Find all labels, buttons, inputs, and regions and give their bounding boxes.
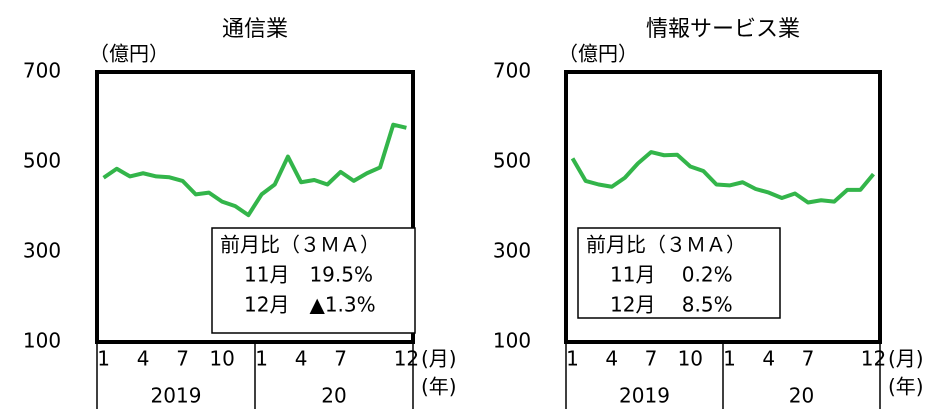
- data-line: [102, 122, 407, 218]
- y-tick-label: 300: [23, 239, 61, 263]
- annotation-text: 12月 8.5%: [610, 293, 733, 317]
- x-unit: (月): [421, 347, 457, 371]
- x-tick-label: 4: [605, 347, 618, 371]
- annotation-text: 12月 ▲1.3%: [244, 293, 376, 317]
- x-tick-label: 4: [295, 347, 308, 371]
- y-tick-label: 700: [493, 59, 531, 83]
- year-label: 20: [789, 384, 814, 408]
- y-axis-label: （億円）: [89, 42, 169, 66]
- annotation-text: 前月比（３ＭＡ）: [220, 233, 380, 257]
- y-tick-label: 100: [493, 329, 531, 353]
- y-tick-label: 700: [23, 59, 61, 83]
- x-tick-label: 1: [566, 347, 579, 371]
- annotation-text: 11月 0.2%: [610, 263, 733, 287]
- annotation-box: [577, 227, 781, 319]
- year-unit: (年): [421, 375, 457, 399]
- year-unit: (年): [888, 375, 924, 399]
- chart-title: 通信業: [222, 17, 288, 42]
- x-tick-label: 7: [334, 347, 347, 371]
- x-tick-label: 12: [861, 347, 886, 371]
- y-tick-label: 500: [493, 149, 531, 173]
- chart-title: 情報サービス業: [646, 17, 800, 42]
- year-label: 2019: [151, 384, 202, 408]
- x-tick-label: 1: [723, 347, 736, 371]
- x-tick-label: 7: [645, 347, 658, 371]
- x-tick-label: 1: [255, 347, 268, 371]
- x-tick-label: 7: [802, 347, 815, 371]
- x-tick-label: 12: [394, 347, 419, 371]
- x-tick-label: 4: [762, 347, 775, 371]
- x-unit: (月): [888, 347, 924, 371]
- annotation-text: 11月 19.5%: [244, 263, 373, 287]
- x-tick-label: 7: [176, 347, 189, 371]
- y-tick-label: 500: [23, 149, 61, 173]
- y-axis-label: （億円）: [558, 42, 638, 66]
- annotation-box: [211, 227, 416, 334]
- year-label: 20: [321, 384, 346, 408]
- x-tick-label: 1: [97, 347, 110, 371]
- x-tick-label: 4: [137, 347, 150, 371]
- y-tick-label: 300: [493, 239, 531, 263]
- x-tick-label: 10: [678, 347, 703, 371]
- year-label: 2019: [619, 384, 670, 408]
- data-line: [570, 150, 875, 205]
- annotation-text: 前月比（３ＭＡ）: [586, 233, 746, 257]
- x-tick-label: 10: [209, 347, 234, 371]
- y-tick-label: 100: [23, 329, 61, 353]
